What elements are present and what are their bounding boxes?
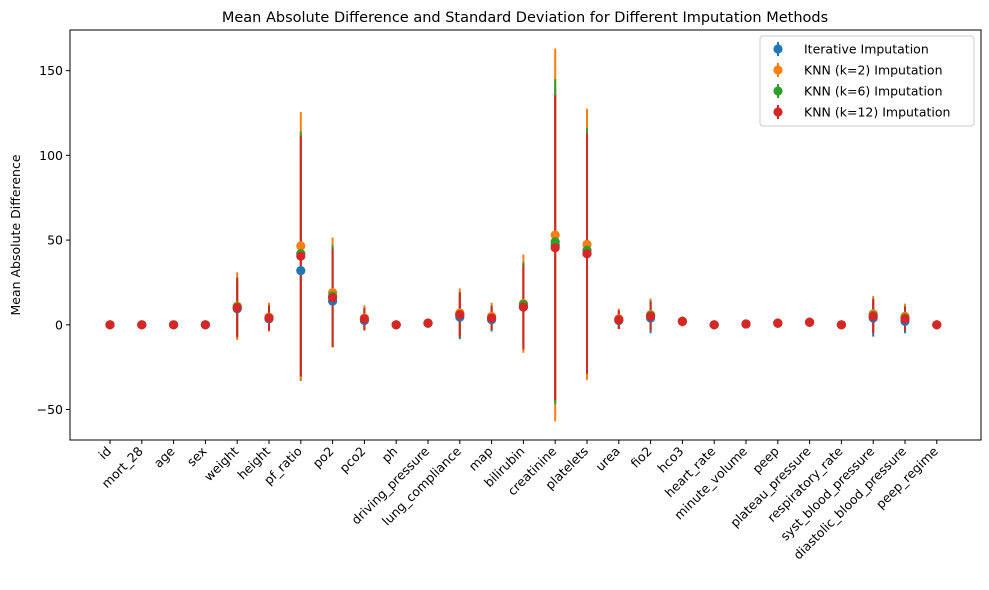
data-point bbox=[423, 318, 433, 328]
legend: Iterative Imputation KNN (k=2) Imputation… bbox=[759, 35, 975, 127]
legend-swatch-marker bbox=[773, 65, 783, 75]
data-point bbox=[296, 241, 306, 251]
data-point bbox=[296, 251, 306, 261]
data-point bbox=[550, 230, 560, 240]
y-tick-label: −50 bbox=[37, 402, 63, 417]
data-point bbox=[137, 320, 147, 330]
data-point bbox=[741, 319, 751, 329]
data-point bbox=[328, 293, 338, 303]
legend-label: KNN (k=12) Imputation bbox=[804, 105, 950, 120]
data-point bbox=[900, 314, 910, 324]
data-markers bbox=[105, 230, 942, 330]
data-point bbox=[709, 320, 719, 330]
data-point bbox=[868, 311, 878, 321]
data-point bbox=[296, 265, 306, 276]
data-point bbox=[805, 317, 815, 327]
y-tick-label: 0 bbox=[55, 317, 63, 332]
y-tick-label: 50 bbox=[47, 233, 63, 248]
plot-frame bbox=[69, 29, 982, 441]
data-point bbox=[391, 320, 401, 330]
data-point bbox=[487, 313, 497, 323]
data-point bbox=[359, 314, 369, 324]
legend-label: Iterative Imputation bbox=[804, 42, 929, 57]
legend-swatch-marker bbox=[773, 86, 783, 96]
data-point bbox=[455, 310, 465, 320]
legend-box bbox=[759, 35, 975, 127]
data-point bbox=[932, 320, 942, 330]
legend-label: KNN (k=6) Imputation bbox=[804, 84, 943, 99]
data-point bbox=[105, 320, 115, 330]
data-point bbox=[200, 320, 210, 330]
y-axis-ticks: −50 0 50 100 150 bbox=[37, 63, 70, 417]
data-point bbox=[232, 303, 242, 313]
data-point bbox=[518, 302, 529, 312]
y-tick-label: 100 bbox=[39, 148, 63, 163]
data-point bbox=[646, 311, 656, 321]
data-point bbox=[614, 315, 624, 325]
data-point bbox=[677, 316, 688, 327]
data-point bbox=[169, 320, 179, 330]
data-point bbox=[582, 249, 592, 259]
chart-title: Mean Absolute Difference and Standard De… bbox=[222, 10, 828, 26]
legend-label: KNN (k=2) Imputation bbox=[804, 63, 943, 78]
y-tick-label: 150 bbox=[39, 63, 63, 78]
data-point bbox=[836, 320, 847, 330]
legend-swatch-marker bbox=[773, 107, 783, 117]
data-point bbox=[773, 318, 783, 328]
data-point bbox=[550, 243, 560, 253]
legend-swatch-marker bbox=[773, 44, 783, 54]
y-axis-label: Mean Absolute Difference bbox=[8, 154, 23, 315]
data-point bbox=[264, 313, 274, 323]
